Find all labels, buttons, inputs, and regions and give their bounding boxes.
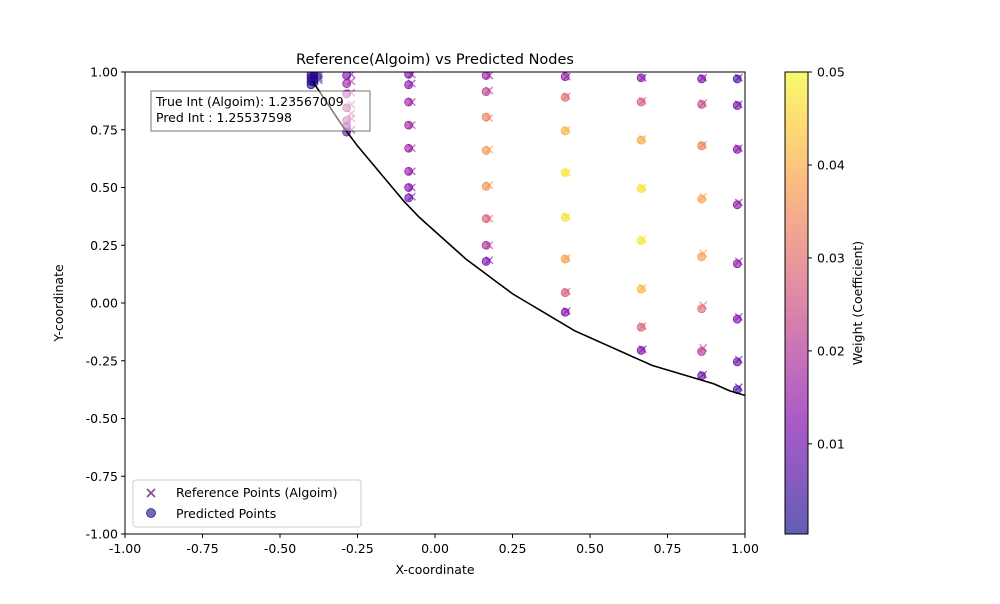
predicted-point [697, 99, 706, 109]
predicted-point [636, 97, 646, 107]
y-tick-label: -1.00 [86, 527, 118, 542]
y-tick-label: 0.25 [90, 238, 118, 253]
colorbar-gradient [785, 72, 808, 534]
predicted-point [732, 144, 742, 154]
predicted-point [636, 345, 646, 355]
x-axis-label: X-coordinate [395, 562, 474, 577]
predicted-point [697, 347, 706, 356]
predicted-point [732, 314, 742, 324]
curve-layer [311, 80, 745, 397]
y-tick-label: -0.75 [86, 469, 118, 484]
legend-label-predicted: Predicted Points [176, 506, 276, 521]
predicted-point [404, 183, 414, 192]
predicted-point [636, 73, 646, 83]
predicted-point [342, 79, 352, 88]
x-tick-label: 0.25 [499, 541, 527, 556]
predicted-point [732, 259, 742, 269]
predicted-point [560, 93, 570, 102]
predicted-point [404, 72, 414, 79]
predicted-point [697, 74, 706, 84]
series-reference [309, 72, 743, 392]
predicted-point [697, 252, 706, 262]
predicted-point [697, 141, 706, 151]
y-tick-label: 0.50 [90, 180, 118, 195]
predicted-point [560, 307, 570, 317]
legend: Reference Points (Algoim) Predicted Poin… [132, 479, 362, 528]
predicted-point [636, 322, 646, 332]
predicted-point [732, 101, 742, 110]
colorbar-ticks: 0.01 0.02 0.03 0.04 0.05 [808, 65, 845, 451]
predicted-point [697, 194, 706, 204]
predicted-point [732, 200, 742, 210]
predicted-point [481, 87, 491, 97]
predicted-point [481, 214, 491, 224]
legend-marker-circle [146, 508, 156, 518]
legend-label-reference: Reference Points (Algoim) [176, 485, 337, 500]
x-tick-label: 0.00 [421, 541, 449, 556]
predicted-point [404, 80, 414, 90]
predicted-point [404, 120, 414, 130]
colorbar-frame [784, 71, 809, 535]
predicted-point [404, 166, 414, 176]
colorbar-tick-label: 0.03 [817, 250, 845, 265]
x-tick-label: -0.75 [186, 541, 218, 556]
predicted-point [481, 72, 491, 80]
colorbar-tick-label: 0.05 [817, 65, 845, 80]
predicted-point [560, 254, 570, 264]
predicted-point [732, 357, 742, 367]
boundary-curve [311, 80, 745, 397]
x-tick-label: -0.25 [341, 541, 373, 556]
legend-marker-x [146, 488, 156, 498]
predicted-point [481, 112, 491, 122]
x-tick-label: 1.00 [731, 541, 759, 556]
colorbar-tick-label: 0.04 [817, 157, 845, 172]
series-predicted [306, 72, 742, 395]
colorbar-label: Weight (Coefficient) [850, 241, 865, 365]
colorbar-tick-label: 0.02 [817, 343, 845, 358]
y-tick-label: -0.50 [86, 411, 118, 426]
annotation-true-int: True Int (Algoim): 1.23567009 [155, 94, 344, 109]
colorbar: 0.01 0.02 0.03 0.04 0.05 Weight (Coefficient… [784, 65, 865, 535]
predicted-point [636, 284, 646, 294]
y-tick-label: 0.00 [90, 296, 118, 311]
y-axis-label: Y-coordinate [51, 264, 66, 343]
predicted-point [697, 304, 706, 314]
predicted-point [481, 181, 491, 191]
predicted-point [560, 288, 570, 298]
x-axis: -1.00 -0.75 -0.50 -0.25 0.00 0.25 0.50 0.75 1.00 [109, 534, 759, 556]
predicted-point [636, 184, 646, 194]
predicted-point [636, 236, 646, 246]
predicted-point [404, 193, 414, 203]
x-tick-label: 0.50 [576, 541, 604, 556]
x-tick-label: -1.00 [109, 541, 141, 556]
predicted-point [404, 97, 414, 107]
plot-frame [124, 71, 746, 535]
predicted-point [560, 168, 570, 177]
y-tick-label: 0.75 [90, 122, 118, 137]
y-tick-label: 1.00 [90, 65, 118, 80]
predicted-point [481, 146, 491, 155]
annotation-box: True Int (Algoim): 1.23567009 Pred Int :… [150, 90, 371, 132]
predicted-point [732, 74, 742, 84]
predicted-point [560, 126, 570, 136]
predicted-point [560, 72, 570, 82]
predicted-point [481, 240, 491, 250]
y-axis: -1.00 -0.75 -0.50 -0.25 0.00 0.25 0.50 0.75 1.00 [86, 65, 125, 542]
predicted-point [342, 72, 352, 80]
x-tick-label: -0.50 [264, 541, 296, 556]
annotation-pred-int: Pred Int : 1.25537598 [156, 110, 292, 125]
chart-title: Reference(Algoim) vs Predicted Nodes [296, 52, 574, 68]
x-tick-label: 0.75 [654, 541, 682, 556]
y-tick-label: -0.25 [86, 353, 118, 368]
colorbar-tick-label: 0.01 [817, 436, 845, 451]
predicted-point [404, 143, 414, 153]
predicted-point [560, 213, 570, 222]
plot-marks [306, 72, 743, 395]
legend-frame [132, 479, 362, 528]
predicted-point [636, 135, 646, 145]
predicted-point [481, 257, 491, 266]
